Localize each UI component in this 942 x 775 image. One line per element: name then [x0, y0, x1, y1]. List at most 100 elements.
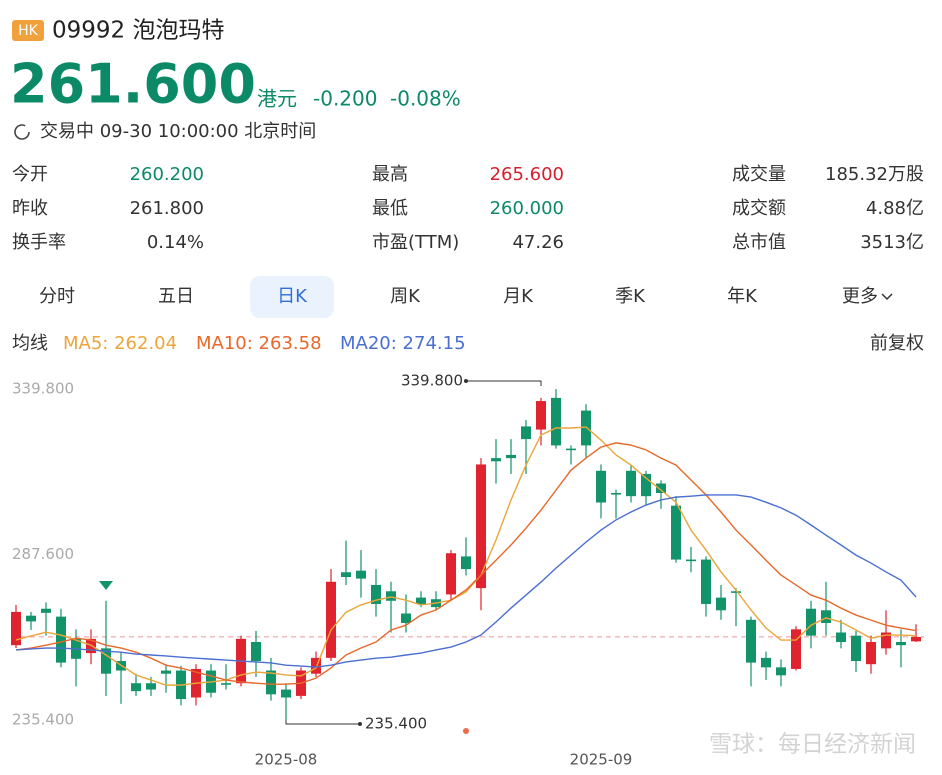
tab[interactable]: 日K [277, 286, 308, 307]
stat-value: 0.14% [147, 232, 204, 253]
candle-body [806, 608, 816, 636]
candle-body [11, 611, 21, 646]
event-dot [463, 728, 469, 734]
candle-body [851, 635, 861, 662]
watermark: 雪球：每日经济新闻 [709, 732, 916, 758]
candle-body [281, 689, 291, 698]
candle-body [341, 572, 351, 578]
candle-body [506, 454, 516, 459]
stat-label: 成交量 [732, 164, 786, 185]
candle-body [581, 410, 591, 446]
candle-body [911, 636, 921, 642]
candle-body [536, 401, 546, 430]
max-annotation-dot [464, 379, 468, 383]
candle-body [161, 670, 171, 674]
y-tick-label: 235.400 [12, 711, 74, 729]
candle-body [371, 584, 381, 604]
tab[interactable]: 年K [727, 286, 758, 307]
change: -0.200 [313, 87, 377, 111]
candle-body [761, 657, 771, 668]
candle-body [791, 629, 801, 669]
candle-body [821, 610, 831, 623]
stat-label: 昨收 [12, 198, 48, 219]
max-annotation: 339.800 [401, 372, 463, 390]
candle-body [641, 473, 651, 497]
candle-body [386, 591, 396, 601]
stat-value: 265.600 [490, 164, 564, 185]
candle-body [836, 632, 846, 643]
tab[interactable]: 季K [615, 286, 646, 307]
candle-body [671, 505, 681, 560]
candle-body [746, 619, 756, 663]
candle-body [626, 470, 636, 497]
min-annotation-dot [358, 722, 362, 726]
stat-value: 47.26 [512, 232, 564, 253]
adjust-mode[interactable]: 前复权 [870, 333, 924, 354]
stat-label: 换手率 [12, 232, 66, 253]
ma-line [15, 426, 917, 686]
stat-value: 185.32万股 [825, 164, 924, 185]
min-annotation: 235.400 [365, 715, 427, 733]
market-label: HK [18, 23, 39, 39]
candle-body [101, 648, 111, 674]
ma-legend: MA5: 262.04 [63, 333, 177, 354]
candle-body [866, 642, 876, 665]
candle-body [611, 492, 621, 495]
candle-body [476, 464, 486, 589]
stat-label: 今开 [12, 164, 48, 185]
stat-label: 成交额 [732, 198, 786, 219]
candle-body [251, 642, 261, 662]
candle-body [26, 615, 36, 622]
candle-body [731, 591, 741, 593]
min-annotation-line [285, 720, 360, 725]
stat-label: 市盈(TTM) [372, 232, 459, 253]
candle-body [881, 632, 891, 649]
tab[interactable]: 五日 [158, 286, 194, 307]
candle-body [461, 556, 471, 570]
ma-line [15, 442, 917, 685]
stat-label: 最高 [372, 164, 408, 185]
market-badge [12, 20, 44, 41]
stat-label: 最低 [372, 198, 408, 219]
more-chevron [881, 293, 893, 301]
candle-body [416, 597, 426, 604]
y-tick-label: 339.800 [12, 380, 74, 398]
candle-body [521, 426, 531, 440]
price: 261.600 [10, 53, 256, 116]
candle-body [551, 397, 561, 446]
tab[interactable]: 更多 [842, 286, 878, 307]
status-icon [14, 124, 30, 140]
candle-body [596, 470, 606, 503]
candle-body [146, 683, 156, 690]
currency: 港元 [257, 87, 297, 111]
x-tick-label: 2025-09 [570, 751, 633, 769]
candle-body [896, 642, 906, 646]
active-tab-bg [250, 276, 334, 318]
stat-value: 4.88亿 [866, 198, 924, 219]
tab[interactable]: 月K [503, 286, 534, 307]
signal-marker [99, 581, 113, 590]
tab[interactable]: 周K [390, 286, 421, 307]
max-annotation-line [466, 380, 542, 386]
stat-value: 261.800 [130, 198, 204, 219]
candle-body [41, 608, 51, 613]
stat-value: 260.000 [490, 198, 564, 219]
y-tick-label: 287.600 [12, 545, 74, 563]
candle-body [776, 667, 786, 676]
ma-legend: MA10: 263.58 [196, 333, 322, 354]
stat-label: 总市值 [732, 232, 786, 253]
trading-status: 交易中 09-30 10:00:00 北京时间 [40, 121, 316, 142]
candle-body [446, 553, 456, 595]
tab[interactable]: 分时 [39, 286, 75, 307]
candle-body [326, 581, 336, 658]
candle-body [356, 570, 366, 579]
candle-body [56, 616, 66, 663]
stock-name: 09992 泡泡玛特 [52, 18, 224, 44]
candle-body [656, 483, 666, 493]
stat-value: 260.200 [130, 164, 204, 185]
candle-body [716, 597, 726, 611]
candle-body [401, 613, 411, 623]
candle-body [311, 657, 321, 674]
x-tick-label: 2025-08 [255, 751, 318, 769]
